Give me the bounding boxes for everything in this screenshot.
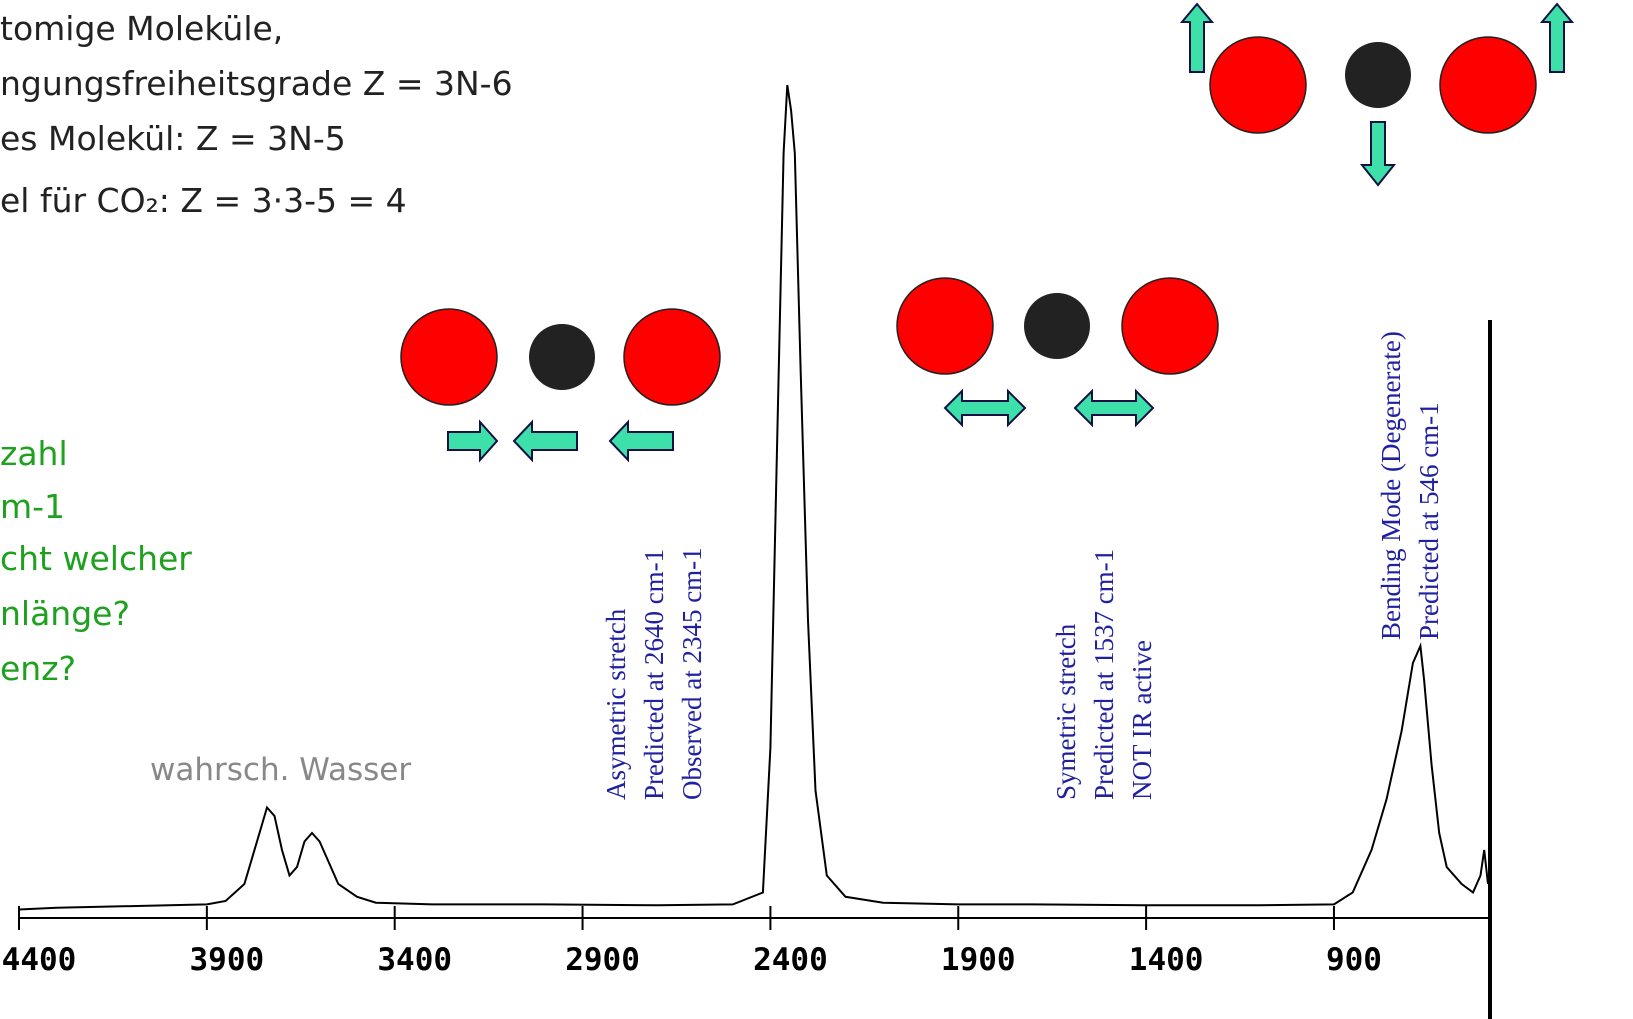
question: cht welcher bbox=[0, 539, 192, 578]
annotation: Asymetric stretch bbox=[601, 608, 631, 800]
molecule-bend bbox=[1182, 4, 1572, 185]
x-tick-label: 2900 bbox=[565, 942, 640, 978]
slide-line: ngungsfreiheitsgrade Z = 3N-6 bbox=[0, 64, 513, 103]
question: enz? bbox=[0, 649, 76, 688]
x-tick-label: 900 bbox=[1326, 942, 1382, 978]
slide-line: es Molekül: Z = 3N-5 bbox=[0, 119, 346, 158]
annotation: Predicted at 1537 cm-1 bbox=[1089, 549, 1119, 800]
water-note: wahrsch. Wasser bbox=[150, 752, 411, 788]
molecule-sym bbox=[897, 278, 1218, 425]
slide: tomige Moleküle, ngungsfreiheitsgrade Z =… bbox=[0, 0, 1633, 1019]
annotation: Predicted at 546 cm-1 bbox=[1414, 402, 1444, 640]
x-tick-label: 1400 bbox=[1129, 942, 1204, 978]
annotation: Predicted at 2640 cm-1 bbox=[639, 549, 669, 800]
slide-line: el für CO₂: Z = 3·3-5 = 4 bbox=[0, 181, 407, 220]
page: tomige Moleküle, ngungsfreiheitsgrade Z =… bbox=[0, 0, 1633, 1019]
annotation: Bending Mode (Degenerate) bbox=[1376, 331, 1406, 640]
x-tick-label: 1900 bbox=[941, 942, 1016, 978]
molecule-asym bbox=[401, 309, 720, 460]
question: nlänge? bbox=[0, 594, 130, 633]
annotation: NOT IR active bbox=[1127, 640, 1157, 800]
annotation: Symetric stretch bbox=[1051, 623, 1081, 800]
x-tick-label: 2400 bbox=[753, 942, 828, 978]
x-tick-label: 3900 bbox=[190, 942, 265, 978]
x-tick-label: 4400 bbox=[2, 942, 77, 978]
x-tick-label: 3400 bbox=[377, 942, 452, 978]
annotation: Observed at 2345 cm-1 bbox=[677, 547, 707, 800]
slide-line: tomige Moleküle, bbox=[0, 9, 283, 48]
question: m-1 bbox=[0, 487, 65, 526]
question: zahl bbox=[0, 434, 68, 473]
